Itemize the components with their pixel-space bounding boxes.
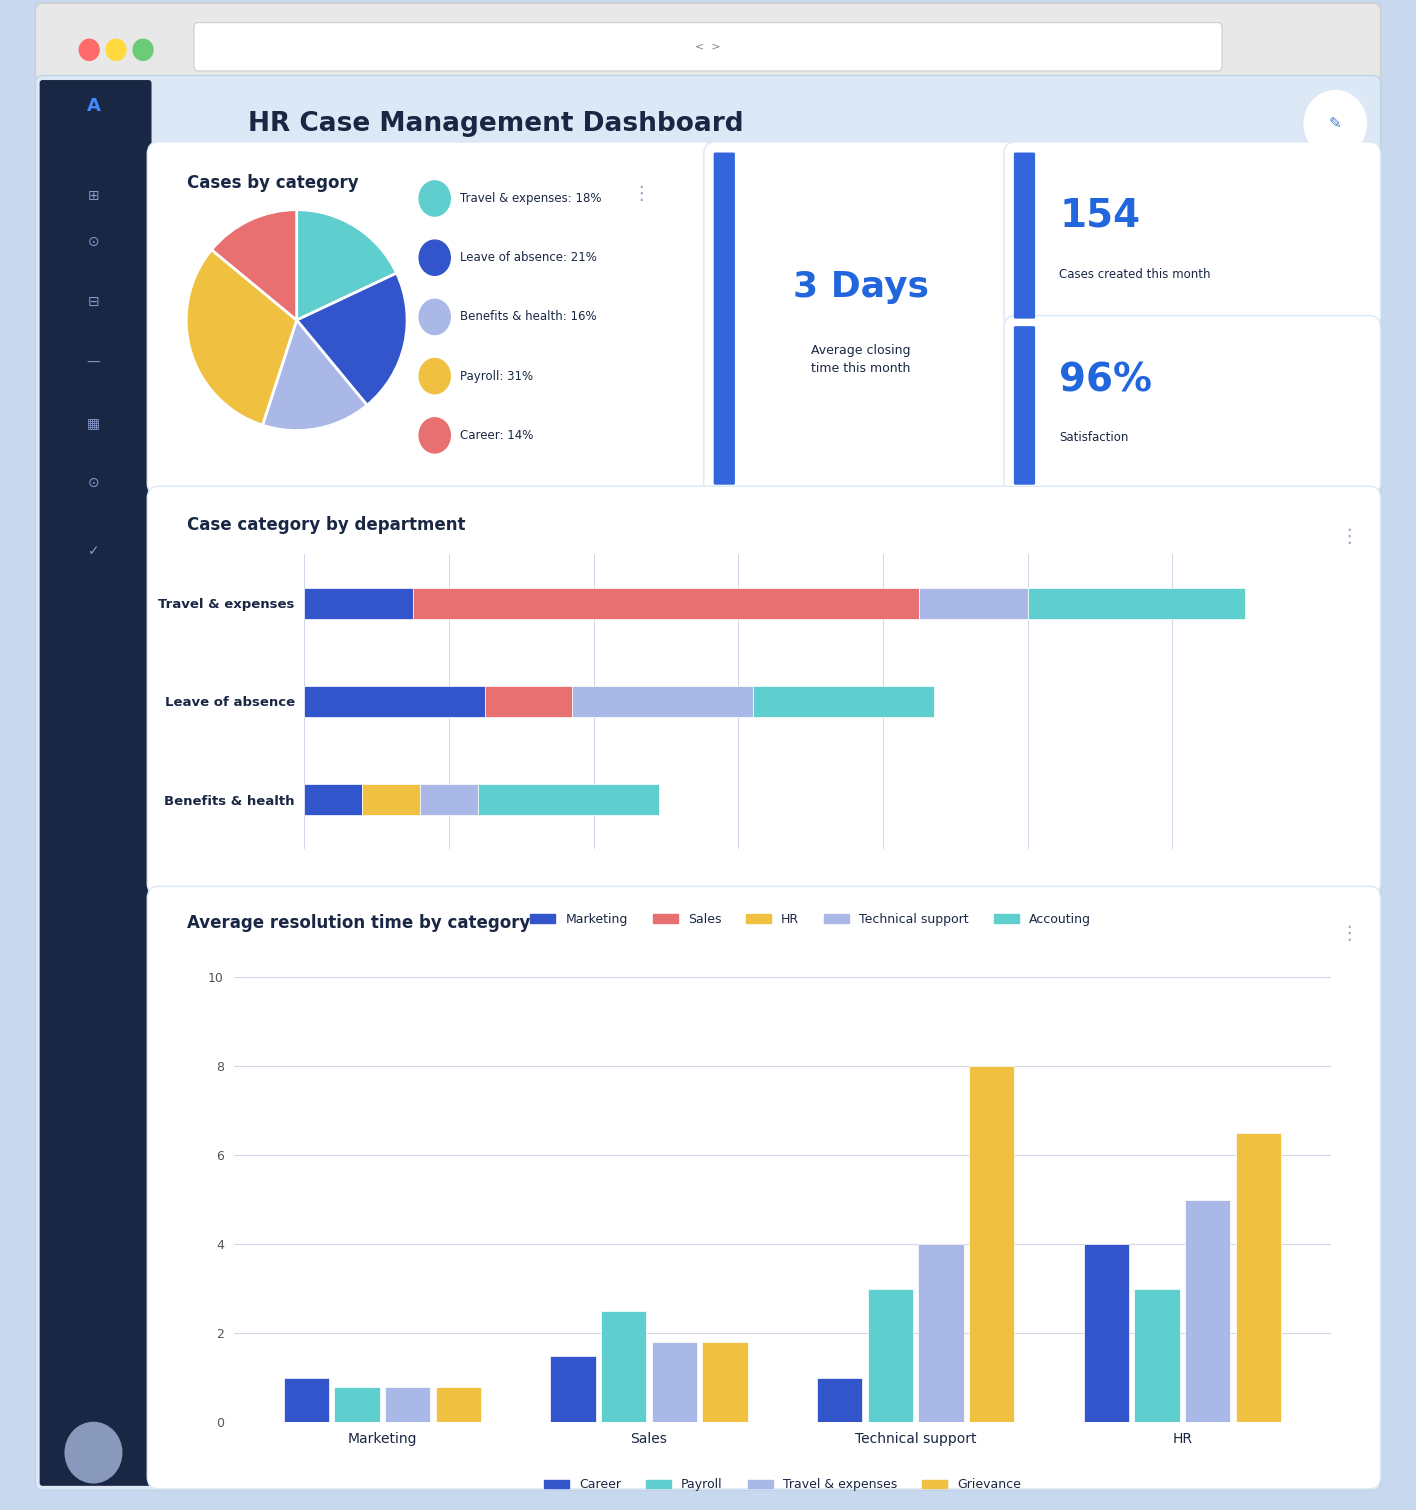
Text: A: A <box>86 97 101 115</box>
Bar <box>919 1244 964 1422</box>
Text: 96%: 96% <box>1059 361 1153 400</box>
Circle shape <box>419 358 450 394</box>
FancyBboxPatch shape <box>1014 326 1035 485</box>
Text: Average closing
time this month: Average closing time this month <box>811 344 910 374</box>
Bar <box>1083 1244 1129 1422</box>
FancyBboxPatch shape <box>1004 316 1381 495</box>
FancyBboxPatch shape <box>147 486 1381 895</box>
Bar <box>919 587 1028 619</box>
Text: —: — <box>86 355 101 370</box>
FancyBboxPatch shape <box>40 80 152 1486</box>
Text: ⊟: ⊟ <box>88 294 99 310</box>
Bar <box>572 686 753 717</box>
FancyBboxPatch shape <box>147 886 1381 1489</box>
Bar <box>283 1377 329 1422</box>
Text: Career: 14%: Career: 14% <box>460 429 534 442</box>
Text: ▦: ▦ <box>86 415 101 430</box>
Text: Cases created this month: Cases created this month <box>1059 269 1211 281</box>
Text: Cases by category: Cases by category <box>187 174 358 192</box>
Circle shape <box>1304 91 1366 157</box>
Bar <box>486 686 572 717</box>
FancyBboxPatch shape <box>35 76 1381 1490</box>
Bar <box>421 784 479 815</box>
Legend: Marketing, Sales, HR, Technical support, Accouting: Marketing, Sales, HR, Technical support,… <box>525 908 1096 930</box>
Text: ⋮: ⋮ <box>1340 527 1359 547</box>
Bar <box>304 587 413 619</box>
Text: ⊙: ⊙ <box>88 476 99 491</box>
Legend: Career, Payroll, Travel & expenses, Grievance: Career, Payroll, Travel & expenses, Grie… <box>539 1474 1025 1496</box>
Text: ⊞: ⊞ <box>88 189 99 204</box>
Bar <box>334 1386 379 1422</box>
Bar <box>969 1066 1014 1422</box>
Bar <box>651 1342 697 1422</box>
Text: Average resolution time by category: Average resolution time by category <box>187 914 530 932</box>
Circle shape <box>79 39 99 60</box>
Text: ✓: ✓ <box>88 544 99 559</box>
FancyBboxPatch shape <box>714 153 735 485</box>
Wedge shape <box>296 210 396 320</box>
Bar <box>600 1311 646 1422</box>
FancyBboxPatch shape <box>1014 153 1035 319</box>
Text: ⊙: ⊙ <box>88 234 99 249</box>
Wedge shape <box>297 273 406 405</box>
Text: ✎: ✎ <box>1328 116 1342 131</box>
Circle shape <box>419 418 450 453</box>
Bar <box>1134 1290 1180 1422</box>
Circle shape <box>419 181 450 216</box>
Wedge shape <box>211 210 297 320</box>
Bar <box>753 686 933 717</box>
FancyBboxPatch shape <box>1004 142 1381 329</box>
Bar <box>304 686 486 717</box>
Text: Payroll: 31%: Payroll: 31% <box>460 370 534 382</box>
Bar <box>362 784 421 815</box>
Text: 154: 154 <box>1059 196 1140 236</box>
Text: Satisfaction: Satisfaction <box>1059 432 1129 444</box>
Circle shape <box>65 1422 122 1483</box>
Text: Case category by department: Case category by department <box>187 516 466 535</box>
Circle shape <box>419 299 450 335</box>
Circle shape <box>419 240 450 275</box>
Text: <  >: < > <box>695 42 721 51</box>
Circle shape <box>106 39 126 60</box>
Bar <box>1236 1132 1281 1422</box>
Text: ⋮: ⋮ <box>1340 924 1359 944</box>
Bar <box>1185 1199 1231 1422</box>
Bar <box>413 587 919 619</box>
Bar <box>551 1356 596 1422</box>
Bar <box>817 1377 862 1422</box>
FancyBboxPatch shape <box>194 23 1222 71</box>
Bar <box>702 1342 748 1422</box>
Bar <box>304 784 362 815</box>
Wedge shape <box>187 249 297 426</box>
Bar <box>436 1386 481 1422</box>
Bar <box>385 1386 430 1422</box>
Text: 3 Days: 3 Days <box>793 270 929 304</box>
FancyBboxPatch shape <box>35 3 1381 91</box>
Text: Leave of absence: 21%: Leave of absence: 21% <box>460 251 598 264</box>
Circle shape <box>133 39 153 60</box>
FancyBboxPatch shape <box>147 142 715 495</box>
Bar <box>1028 587 1245 619</box>
Text: ⋮: ⋮ <box>632 184 651 204</box>
Wedge shape <box>262 320 367 430</box>
Bar <box>479 784 658 815</box>
FancyBboxPatch shape <box>704 142 1017 495</box>
Text: Benefits & health: 16%: Benefits & health: 16% <box>460 311 596 323</box>
Text: HR Case Management Dashboard: HR Case Management Dashboard <box>248 110 743 137</box>
Bar <box>868 1290 913 1422</box>
Text: Travel & expenses: 18%: Travel & expenses: 18% <box>460 192 602 205</box>
